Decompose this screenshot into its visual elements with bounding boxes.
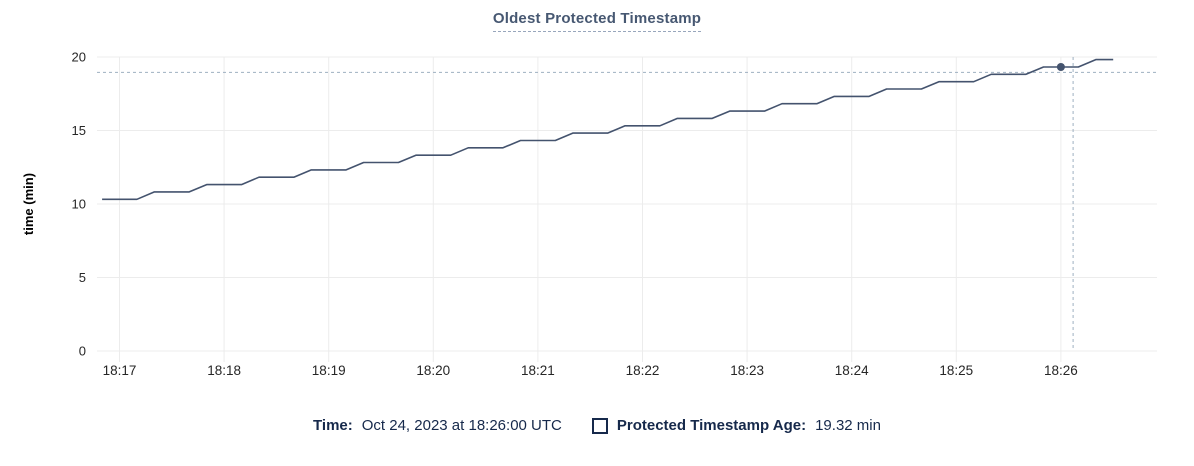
x-tick-label: 18:23 [730,363,764,378]
x-tick-label: 18:25 [939,363,973,378]
y-tick-label: 5 [79,270,86,285]
series-swatch-icon [591,417,608,434]
y-tick-label: 10 [72,197,86,212]
time-label: Time: [313,417,353,434]
y-tick-label: 15 [72,123,86,138]
x-tick-label: 18:17 [103,363,137,378]
time-value: Oct 24, 2023 at 18:26:00 UTC [361,417,562,434]
chart-title[interactable]: Oldest Protected Timestamp [492,10,702,32]
x-tick-label: 18:26 [1044,363,1078,378]
x-tick-label: 18:24 [835,363,869,378]
x-tick-label: 18:22 [626,363,660,378]
hover-tooltip-legend: Time: Oct 24, 2023 at 18:26:00 UTC Prote… [0,417,1194,434]
series-line [102,58,1114,201]
x-tick-label: 18:18 [207,363,241,378]
y-tick-label: 20 [72,50,86,65]
timeseries-chart[interactable]: 0 5 10 15 20 18:17 18:18 18:19 18:20 18:21 18:22 18… [0,0,1194,400]
hover-point-dot [1056,62,1065,71]
x-tick-label: 18:21 [521,363,555,378]
y-tick-label: 0 [79,344,86,359]
series-value: 19.32 min [815,417,881,434]
y-axis-title: time (min) [21,173,36,235]
chart-header: Oldest Protected Timestamp [0,10,1194,32]
series-label: Protected Timestamp Age: [616,417,807,434]
x-tick-label: 18:19 [312,363,346,378]
x-tick-label: 18:20 [416,363,450,378]
